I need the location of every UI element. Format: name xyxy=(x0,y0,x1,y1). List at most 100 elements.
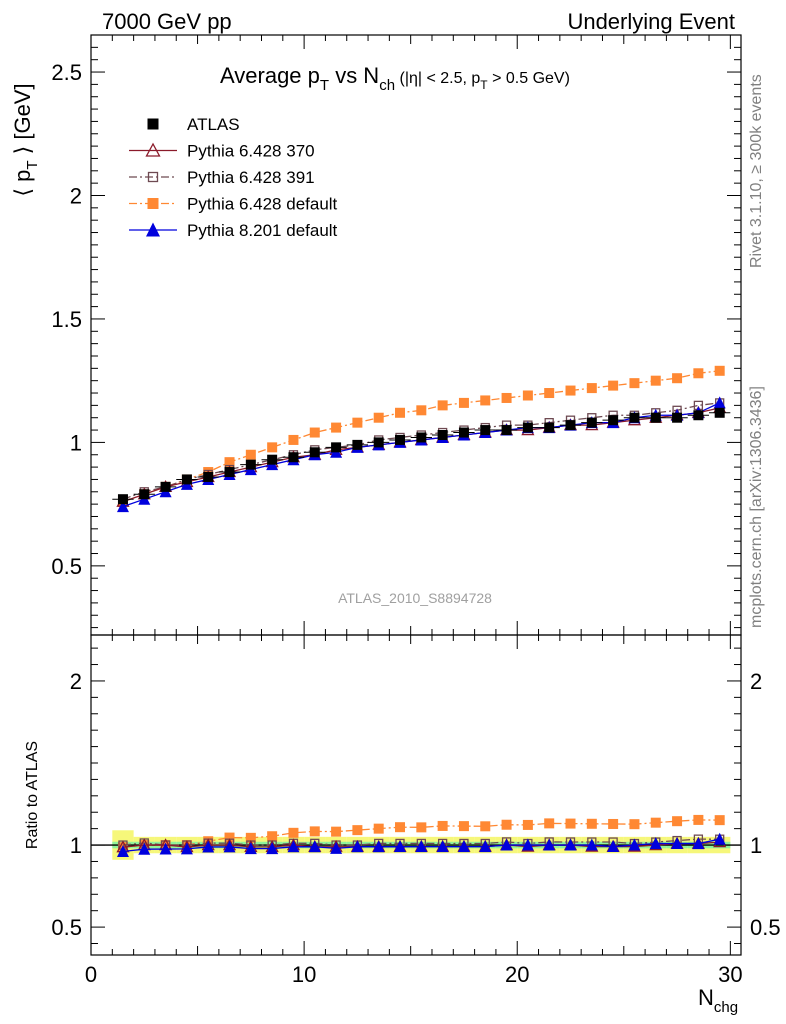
ratio-point-pythia-8-201-default xyxy=(713,832,726,845)
ratio-point-pythia-8-201-default xyxy=(457,840,470,853)
point-pythia-6-428-default xyxy=(714,365,725,376)
ratio-point-pythia-6-428-default xyxy=(672,816,683,827)
point-atlas xyxy=(331,442,342,453)
ratio-point-pythia-8-201-default xyxy=(330,841,343,854)
ratio-point-pythia-6-428-default xyxy=(395,822,406,833)
ratio-point-pythia-6-428-default xyxy=(267,831,278,842)
ratio-point-pythia-6-428-default xyxy=(608,818,619,829)
legend-label-atlas: ATLAS xyxy=(187,115,240,134)
point-atlas xyxy=(160,481,171,492)
y-tick-label-ratio-right: 0.5 xyxy=(750,915,781,940)
ratio-point-pythia-6-428-default xyxy=(501,819,512,830)
point-pythia-6-428-default xyxy=(458,397,469,408)
point-pythia-6-428-default xyxy=(586,383,597,394)
ratio-point-pythia-8-201-default xyxy=(543,838,556,851)
legend-marker-pythia-6-428-370 xyxy=(145,142,161,157)
ratio-plot-series xyxy=(116,814,727,857)
legend-label-pythia-6-428-391: Pythia 6.428 391 xyxy=(187,168,315,187)
point-pythia-8-201-default xyxy=(713,396,726,409)
ratio-point-pythia-6-428-default xyxy=(373,823,384,834)
point-atlas xyxy=(267,454,278,465)
main-plot-series xyxy=(112,365,731,513)
title-prefix: Average p xyxy=(220,63,320,88)
ratio-line-pythia-6-428-391 xyxy=(122,838,720,846)
xlabel-main: N xyxy=(698,985,714,1010)
header-left: 7000 GeV pp xyxy=(102,9,232,34)
point-pythia-6-428-default xyxy=(437,400,448,411)
point-pythia-6-428-default xyxy=(650,375,661,386)
point-atlas xyxy=(650,412,661,423)
y-tick-label-main: 1.5 xyxy=(51,307,82,332)
ratio-point-pythia-8-201-default xyxy=(308,840,321,853)
point-pythia-6-428-default xyxy=(565,385,576,396)
point-atlas xyxy=(586,417,597,428)
ratio-point-pythia-6-428-default xyxy=(650,817,661,828)
point-atlas xyxy=(714,407,725,418)
ratio-point-pythia-6-428-default xyxy=(714,815,725,826)
ratio-point-pythia-8-201-default xyxy=(607,840,620,853)
y-tick-label-main: 1 xyxy=(70,430,82,455)
point-atlas xyxy=(395,434,406,445)
point-pythia-6-428-default xyxy=(522,390,533,401)
point-atlas xyxy=(693,410,704,421)
xlabel-sub: chg xyxy=(714,999,738,1016)
y-tick-label-main: 2 xyxy=(70,183,82,208)
point-pythia-6-428-default xyxy=(693,368,704,379)
series-line-pythia-6-428-default xyxy=(122,370,720,503)
ratio-point-pythia-6-428-default xyxy=(309,826,320,837)
ratio-point-pythia-8-201-default xyxy=(671,837,684,850)
point-atlas xyxy=(629,412,640,423)
plot-title: Average pT vs Nch (|η| < 2.5, pT > 0.5 G… xyxy=(220,63,570,94)
x-tick-label: 10 xyxy=(292,962,316,987)
y-tick-label-ratio: 1 xyxy=(70,833,82,858)
ylabel-main-sub: T xyxy=(24,160,41,169)
axis-ticks: 0 10 20 30 0.5 1 1.5 2 2.5 0.5 0.5 1 1 2 2 xyxy=(51,34,781,987)
point-pythia-8-201-default xyxy=(116,500,129,513)
point-pythia-6-428-default xyxy=(608,380,619,391)
ratio-plot-frame xyxy=(90,634,742,956)
point-pythia-6-428-default xyxy=(544,388,555,399)
title-cut-a: (|η| < 2.5, p xyxy=(395,70,480,87)
y-axis-label-ratio: Ratio to ATLAS xyxy=(24,741,41,849)
ratio-point-pythia-8-201-default xyxy=(521,838,534,851)
ratio-point-pythia-6-428-default xyxy=(544,818,555,829)
ratio-point-pythia-6-428-default xyxy=(693,814,704,825)
ratio-point-pythia-6-428-default xyxy=(245,832,256,843)
y-tick-label-ratio-right: 2 xyxy=(750,669,762,694)
title-sub-ch: ch xyxy=(379,77,395,94)
point-pythia-6-428-default xyxy=(672,373,683,384)
legend-label-pythia-8-201-default: Pythia 8.201 default xyxy=(187,221,338,240)
point-pythia-6-428-default xyxy=(288,434,299,445)
ratio-point-pythia-8-201-default xyxy=(266,842,279,855)
x-axis-label: Nchg xyxy=(698,985,738,1016)
point-atlas xyxy=(373,437,384,448)
point-pythia-6-428-default xyxy=(501,392,512,403)
point-atlas xyxy=(309,447,320,458)
ratio-point-pythia-6-428-default xyxy=(331,826,342,837)
point-atlas xyxy=(245,459,256,470)
ratio-point-pythia-8-201-default xyxy=(180,842,193,855)
point-pythia-6-428-default xyxy=(267,442,278,453)
ratio-point-pythia-8-201-default xyxy=(500,838,513,851)
y-tick-label-ratio: 2 xyxy=(70,669,82,694)
point-atlas xyxy=(437,430,448,440)
ratio-point-pythia-8-201-default xyxy=(415,840,428,853)
ratio-point-pythia-8-201-default xyxy=(692,837,705,850)
y-tick-label-main: 2.5 xyxy=(51,60,82,85)
legend-marker-pythia-6-428-391 xyxy=(147,171,159,183)
point-atlas xyxy=(544,422,555,433)
point-atlas xyxy=(117,494,128,505)
point-pythia-6-428-default xyxy=(331,422,342,433)
x-tick-label: 30 xyxy=(718,962,742,987)
ratio-point-pythia-8-201-default xyxy=(394,840,407,853)
x-tick-label: 0 xyxy=(85,962,97,987)
ratio-point-pythia-6-428-default xyxy=(224,832,235,843)
ratio-point-pythia-8-201-default xyxy=(287,840,300,853)
ratio-point-pythia-8-201-default xyxy=(564,838,577,851)
ratio-point-pythia-8-201-default xyxy=(628,838,641,851)
ratio-point-pythia-8-201-default xyxy=(116,844,129,857)
header-right: Underlying Event xyxy=(567,9,735,34)
y-tick-label-ratio: 0.5 xyxy=(51,915,82,940)
ratio-point-pythia-8-201-default xyxy=(138,842,151,855)
